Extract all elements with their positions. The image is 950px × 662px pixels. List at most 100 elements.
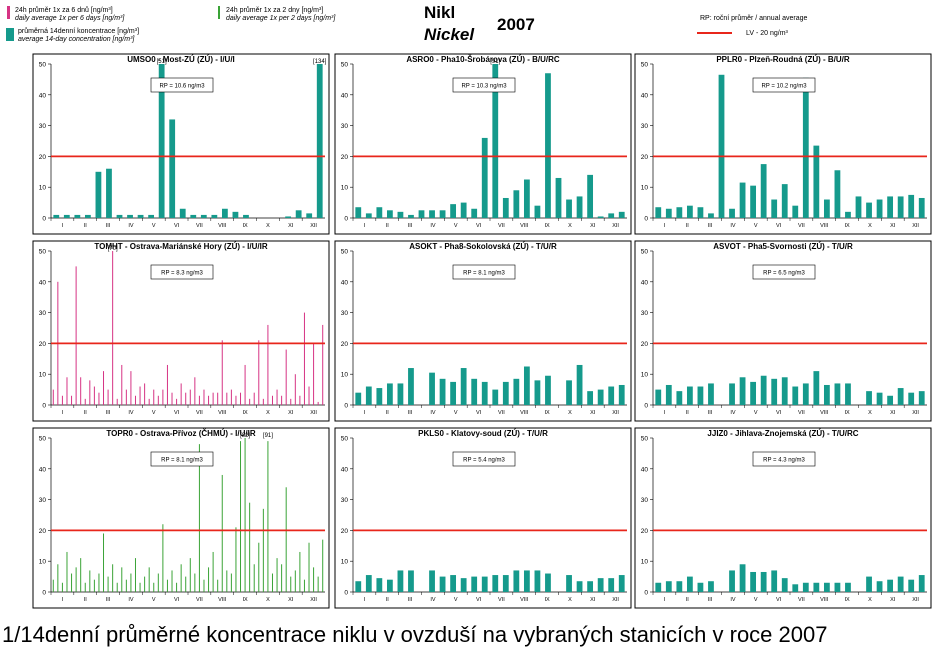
bar (576, 581, 583, 592)
x-tick-label: X (868, 410, 872, 416)
bar (813, 582, 820, 592)
bar (781, 377, 788, 405)
y-tick-label: 40 (641, 92, 649, 99)
y-tick-label: 10 (641, 559, 649, 566)
x-tick-label: III (708, 223, 713, 229)
bar (792, 584, 799, 592)
x-tick-label: II (386, 597, 390, 603)
x-tick-label: X (868, 597, 872, 603)
x-tick-label: IV (128, 597, 134, 603)
rp-box (150, 77, 214, 93)
bar (834, 383, 841, 405)
y-tick-label: 10 (341, 185, 349, 192)
value-annotation: [51] (157, 59, 167, 65)
y-tick-label: 40 (39, 466, 47, 473)
bar (502, 575, 509, 592)
x-tick-label: XI (890, 410, 896, 416)
x-tick-label: X (266, 223, 270, 229)
bar (418, 210, 425, 218)
bar (481, 137, 488, 218)
x-tick-label: VIII (820, 597, 829, 603)
bar (834, 170, 841, 218)
bar (450, 575, 457, 592)
bar (866, 391, 872, 405)
x-tick-label: IV (430, 223, 436, 229)
y-tick-label: 50 (641, 249, 649, 256)
y-tick-label: 50 (39, 436, 47, 443)
panel-title: PKLS0 - Klatovy-soud (ZÚ) - T/U/R (418, 429, 548, 438)
x-tick-label: VIII (820, 223, 829, 229)
bar (355, 207, 362, 218)
value-annotation: [82] (240, 433, 250, 439)
bar (665, 384, 672, 405)
y-tick-label: 0 (42, 403, 46, 410)
bar (460, 578, 467, 592)
panel-title: ASRO0 - Pha10-Šrobárova (ZÚ) - B/U/RC (406, 55, 560, 64)
bar (523, 179, 530, 218)
bar (408, 570, 414, 592)
x-tick-label: V (152, 223, 156, 229)
bar (397, 570, 404, 592)
x-tick-label: VII (498, 223, 505, 229)
x-tick-label: IX (844, 597, 850, 603)
bar (365, 386, 372, 405)
y-tick-label: 40 (39, 279, 47, 286)
y-tick-label: 30 (341, 123, 349, 130)
rp-box (150, 264, 214, 280)
x-tick-label: III (708, 410, 713, 416)
x-tick-label: VII (196, 597, 203, 603)
bar (232, 211, 239, 218)
x-tick-label: VI (776, 597, 782, 603)
rp-box (752, 451, 816, 467)
bar (823, 384, 830, 405)
x-tick-label: IX (844, 223, 850, 229)
x-tick-label: I (364, 410, 366, 416)
legend-rp: RP: roční průměr / annual average (700, 14, 807, 22)
x-tick-label: V (152, 410, 156, 416)
panel-title: JJIZ0 - Jihlava-Znojemská (ZÚ) - T/U/RC (707, 429, 858, 438)
bar (760, 164, 767, 218)
x-tick-label: III (408, 410, 413, 416)
y-tick-label: 0 (644, 590, 648, 597)
x-tick-label: VI (476, 223, 482, 229)
bar (897, 196, 904, 218)
y-tick-label: 50 (341, 436, 349, 443)
bar (534, 570, 541, 592)
x-tick-label: IX (544, 597, 550, 603)
x-tick-label: X (568, 410, 572, 416)
bar (876, 199, 883, 218)
x-tick-label: II (84, 410, 88, 416)
bar (587, 391, 594, 405)
bar (158, 64, 165, 218)
bar (221, 208, 228, 218)
bar (771, 378, 778, 405)
legend-teal-swatch (6, 28, 14, 41)
bar (792, 386, 799, 405)
x-tick-label: VIII (520, 410, 529, 416)
bar (285, 216, 292, 218)
x-tick-label: X (868, 223, 872, 229)
bar (386, 383, 393, 405)
y-tick-label: 20 (39, 154, 47, 161)
bar (316, 64, 323, 218)
bar (834, 582, 841, 592)
y-tick-label: 30 (641, 497, 649, 504)
x-tick-label: X (568, 223, 572, 229)
bar (718, 74, 725, 218)
bar (608, 578, 615, 592)
bar (813, 145, 820, 218)
y-tick-label: 10 (641, 185, 649, 192)
x-tick-label: I (62, 223, 64, 229)
y-tick-label: 0 (344, 216, 348, 223)
bar (408, 368, 414, 405)
bar (750, 571, 757, 592)
bar (750, 381, 757, 405)
x-tick-label: VI (476, 597, 482, 603)
panel-title: TOPR0 - Ostrava-Přívoz (ČHMÚ) - I/U/IR (106, 429, 255, 438)
bar (845, 582, 851, 592)
bar (866, 202, 872, 218)
x-tick-label: VIII (820, 410, 829, 416)
x-tick-label: IV (430, 410, 436, 416)
x-tick-label: VI (174, 597, 180, 603)
